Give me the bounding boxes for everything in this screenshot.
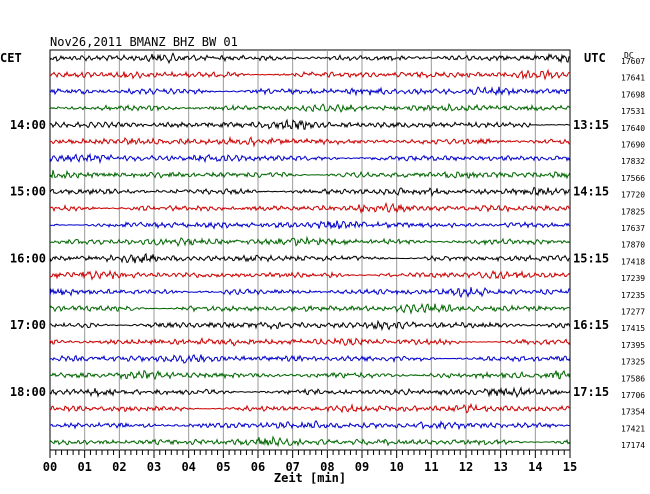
x-tick-label: 01 — [77, 460, 91, 474]
dc-offset-label: 17566 — [621, 174, 645, 183]
seismogram-trace — [49, 201, 571, 214]
dc-offset-label: 17825 — [621, 207, 645, 216]
grid-lines — [84, 50, 536, 450]
dc-offset-label: 17637 — [621, 224, 645, 233]
x-axis-label: Zeit [min] — [274, 471, 346, 485]
dc-offset-label: 17870 — [621, 241, 645, 250]
dc-offset-group: 17607 17641 17698 17531 17640 17690 17832 17566… — [621, 57, 645, 450]
x-tick-label: 12 — [459, 460, 473, 474]
dc-offset-label: 17832 — [621, 157, 645, 166]
dc-offset-label: 17235 — [621, 291, 645, 300]
seismogram-trace — [49, 337, 571, 347]
dc-offset-label: 17354 — [621, 408, 645, 417]
x-tick-label: 00 — [43, 460, 57, 474]
x-tick-label: 06 — [251, 460, 265, 474]
seismogram-trace — [49, 68, 571, 81]
dc-offset-label: 17325 — [621, 358, 645, 367]
seismogram-trace — [49, 186, 571, 198]
seismogram-trace — [49, 354, 571, 364]
cet-time-label: 17:00 — [10, 318, 46, 332]
seismogram-trace — [49, 420, 571, 431]
seismogram-trace — [49, 86, 571, 97]
utc-time-label: 15:15 — [573, 251, 609, 265]
seismogram-trace — [49, 319, 571, 332]
dc-offset-label: 17698 — [621, 90, 645, 99]
dc-offset-label: 17395 — [621, 341, 645, 350]
utc-time-label: 14:15 — [573, 185, 609, 199]
utc-time-label: 17:15 — [573, 385, 609, 399]
chart-title: Nov26,2011 BMANZ BHZ BW 01 — [50, 35, 238, 49]
seismogram-trace — [49, 286, 571, 298]
dc-offset-label: 17531 — [621, 107, 645, 116]
x-tick-label: 05 — [216, 460, 230, 474]
dc-offset-label: 17706 — [621, 391, 645, 400]
seismogram-trace — [49, 52, 571, 65]
dc-offset-label: 17586 — [621, 374, 645, 383]
dc-offset-label: 17641 — [621, 74, 645, 83]
x-tick-label: 15 — [563, 460, 577, 474]
cet-time-label: 18:00 — [10, 385, 46, 399]
utc-time-label: 16:15 — [573, 318, 609, 332]
utc-axis-label: UTC — [584, 51, 606, 65]
seismogram-trace — [49, 302, 571, 315]
seismogram-trace — [49, 402, 571, 414]
dc-offset-label: 17239 — [621, 274, 645, 283]
dc-offset-label: 17690 — [621, 141, 645, 150]
dc-offset-label: 17174 — [621, 441, 645, 450]
seismogram-trace — [49, 386, 571, 399]
seismogram-trace — [49, 369, 571, 381]
dc-offset-label: 17418 — [621, 257, 645, 266]
dc-offset-label: 17640 — [621, 124, 645, 133]
dc-offset-label: 17415 — [621, 324, 645, 333]
cet-time-label: 14:00 — [10, 118, 46, 132]
dc-offset-label: 17720 — [621, 191, 645, 200]
seismogram-trace — [49, 252, 571, 264]
x-tick-label: 09 — [355, 460, 369, 474]
x-tick-label: 10 — [389, 460, 403, 474]
dc-offset-label: 17277 — [621, 308, 645, 317]
cet-time-label: 15:00 — [10, 185, 46, 199]
time-label-group: 14:00 15:00 16:00 17:00 18:00 13:15 14:15 15:15… — [10, 118, 609, 399]
x-tick-label: 14 — [528, 460, 542, 474]
seismogram-trace — [49, 269, 571, 281]
x-tick-label: 03 — [147, 460, 161, 474]
trace-group — [49, 52, 571, 448]
dc-header: DC — [624, 51, 634, 60]
x-tick-label: 11 — [424, 460, 438, 474]
x-tick-label: 04 — [181, 460, 195, 474]
utc-time-label: 13:15 — [573, 118, 609, 132]
seismogram-trace — [49, 220, 571, 230]
dc-offset-label: 17607 — [621, 57, 645, 66]
cet-axis-label: CET — [0, 51, 22, 65]
x-tick-label: 08 — [320, 460, 334, 474]
seismogram-trace — [49, 435, 571, 448]
x-axis: 00 01 02 03 04 05 06 07 08 09 10 11 12 13 14 15 — [43, 450, 577, 474]
seismogram-trace — [49, 102, 571, 113]
dc-offset-label: 17421 — [621, 424, 645, 433]
cet-time-label: 16:00 — [10, 251, 46, 265]
x-tick-label: 02 — [112, 460, 126, 474]
seismogram-trace — [49, 135, 571, 148]
x-tick-label: 13 — [493, 460, 507, 474]
seismogram-trace — [49, 118, 571, 131]
x-tick-label: 07 — [285, 460, 299, 474]
seismogram-trace — [49, 235, 571, 247]
seismogram-trace — [49, 152, 571, 165]
seismogram-trace — [49, 169, 571, 180]
